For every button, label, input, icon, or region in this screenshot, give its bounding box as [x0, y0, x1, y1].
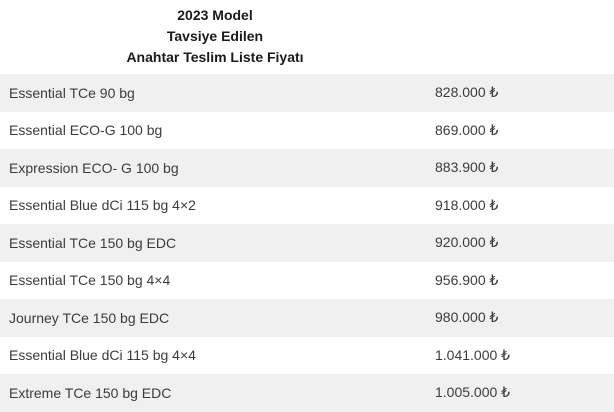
model-cell: Expression ECO- G 100 bg [9, 159, 179, 176]
table-title: 2023 Model Tavsiye Edilen Anahtar Teslim… [0, 0, 430, 68]
model-cell: Journey TCe 150 bg EDC [9, 309, 170, 326]
table-row: Expression ECO- G 100 bg 883.900 ₺ [0, 149, 614, 187]
table-row: Essential TCe 90 bg 828.000 ₺ [0, 74, 614, 112]
table-row: Essential Blue dCi 115 bg 4×4 1.041.000 … [0, 336, 614, 374]
title-line-list-price: Anahtar Teslim Liste Fiyatı [126, 49, 304, 65]
price-cell: 828.000 ₺ [435, 84, 499, 101]
price-cell: 980.000 ₺ [435, 309, 499, 326]
model-cell: Essential TCe 150 bg EDC [9, 234, 177, 251]
table-row: Essential ECO-G 100 bg 869.000 ₺ [0, 111, 614, 149]
model-cell: Essential ECO-G 100 bg [9, 122, 163, 139]
title-line-recommended: Tavsiye Edilen [166, 28, 264, 44]
price-cell: 869.000 ₺ [435, 121, 499, 138]
model-cell: Essential TCe 90 bg [9, 84, 135, 101]
table-row: Essential TCe 150 bg 4×4 956.900 ₺ [0, 261, 614, 299]
model-cell: Extreme TCe 150 bg EDC [9, 384, 172, 401]
price-cell: 883.900 ₺ [435, 159, 499, 176]
model-cell: Essential Blue dCi 115 bg 4×2 [9, 197, 196, 214]
table-row: Essential TCe 150 bg EDC 920.000 ₺ [0, 224, 614, 262]
price-cell: 956.900 ₺ [435, 271, 499, 288]
price-cell: 1.041.000 ₺ [435, 346, 511, 363]
model-cell: Essential Blue dCi 115 bg 4×4 [9, 347, 196, 364]
title-line-year-model: 2023 Model [177, 7, 253, 23]
price-cell: 918.000 ₺ [435, 196, 499, 213]
table-row: Journey TCe 150 bg EDC 980.000 ₺ [0, 299, 614, 337]
price-table: Essential TCe 90 bg 828.000 ₺ Essential … [0, 74, 614, 412]
table-row: Essential Blue dCi 115 bg 4×2 918.000 ₺ [0, 186, 614, 224]
model-cell: Essential TCe 150 bg 4×4 [9, 272, 171, 289]
price-cell: 920.000 ₺ [435, 234, 499, 251]
table-row: Extreme TCe 150 bg EDC 1.005.000 ₺ [0, 374, 614, 412]
price-cell: 1.005.000 ₺ [435, 384, 511, 401]
